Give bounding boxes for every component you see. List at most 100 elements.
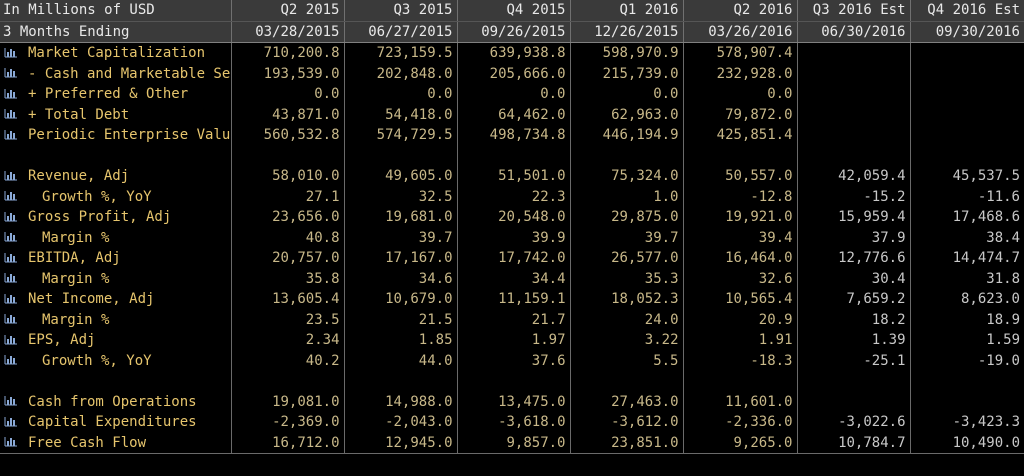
bar-chart-icon[interactable] <box>4 170 18 181</box>
value-cell: 13,475.0 <box>456 391 570 412</box>
value-cell: 17,167.0 <box>343 248 457 269</box>
value-cell: 1.0 <box>569 186 683 207</box>
period-label[interactable]: Q2 2015 <box>230 0 344 22</box>
row-label-cell[interactable]: EPS, Adj <box>0 330 231 351</box>
value-cell: -3,618.0 <box>456 412 570 433</box>
value-cell: 560,532.8 <box>230 125 344 146</box>
row-label-cell[interactable]: + Total Debt <box>0 105 231 126</box>
bar-chart-icon[interactable] <box>4 334 18 345</box>
table-row[interactable]: Margin % 40.8 39.7 39.9 39.7 39.4 37.9 38.4 <box>0 227 1024 249</box>
period-label[interactable]: Q4 2015 <box>456 0 570 22</box>
bar-chart-icon[interactable] <box>4 416 18 427</box>
empty-cell <box>569 371 683 392</box>
value-cell: -3,612.0 <box>569 412 683 433</box>
table-row[interactable]: Growth %, YoY 40.2 44.0 37.6 5.5 -18.3 -25.1 -1… <box>0 350 1024 372</box>
estimate-value-cell: 18.2 <box>796 309 910 330</box>
bar-chart-icon[interactable] <box>4 67 18 78</box>
bar-chart-icon[interactable] <box>4 293 18 304</box>
value-cell: 23,851.0 <box>569 432 683 454</box>
row-label-cell[interactable]: Market Capitalization <box>0 43 231 64</box>
table-row[interactable]: Gross Profit, Adj 23,656.0 19,681.0 20,548.… <box>0 207 1024 228</box>
row-label: Gross Profit, Adj <box>28 209 172 226</box>
period-label[interactable]: Q2 2016 <box>682 0 797 22</box>
value-cell: 75,324.0 <box>569 166 683 187</box>
value-cell: 50,557.0 <box>682 166 797 187</box>
period-date: 12/26/2015 <box>569 21 683 43</box>
value-cell: 51,501.0 <box>456 166 570 187</box>
row-label-cell[interactable]: - Cash and Marketable Sec <box>0 64 231 85</box>
table-row[interactable]: Free Cash Flow 16,712.0 12,945.0 9,857.0 23,… <box>0 432 1024 454</box>
table-row[interactable]: Margin % 35.8 34.6 34.4 35.3 32.6 30.4 31.8 <box>0 268 1024 290</box>
period-label[interactable]: Q1 2016 <box>569 0 683 22</box>
estimate-value-cell: 14,474.7 <box>909 248 1024 269</box>
row-label-cell[interactable]: Revenue, Adj <box>0 166 231 187</box>
bar-chart-icon[interactable] <box>4 129 18 140</box>
value-cell: 215,739.0 <box>569 63 683 84</box>
row-label: + Preferred & Other <box>28 86 189 103</box>
row-label: Market Capitalization <box>28 45 206 62</box>
row-label-cell[interactable]: Gross Profit, Adj <box>0 207 231 228</box>
period-label[interactable]: Q3 2015 <box>343 0 457 22</box>
row-label-cell[interactable]: EBITDA, Adj <box>0 248 231 269</box>
row-label-cell[interactable]: Growth %, YoY <box>0 351 231 372</box>
row-label-cell[interactable]: + Preferred & Other <box>0 84 231 105</box>
bar-chart-icon[interactable] <box>4 252 18 263</box>
row-label: + Total Debt <box>28 106 130 123</box>
table-row[interactable]: + Preferred & Other 0.0 0.0 0.0 0.0 0.0 <box>0 84 1024 105</box>
value-cell: 21.5 <box>343 309 457 330</box>
bar-chart-icon[interactable] <box>4 395 18 406</box>
bar-chart-icon[interactable] <box>4 272 18 283</box>
value-cell: 39.7 <box>343 227 457 248</box>
row-label-cell[interactable]: Margin % <box>0 269 231 290</box>
row-label-cell[interactable]: Margin % <box>0 228 231 249</box>
value-cell: 37.6 <box>456 350 570 371</box>
row-label-cell[interactable]: Capital Expenditures <box>0 412 231 433</box>
bar-chart-icon[interactable] <box>4 313 18 324</box>
table-row[interactable]: Net Income, Adj 13,605.4 10,679.0 11,159.1 1… <box>0 289 1024 310</box>
row-label-cell[interactable]: Net Income, Adj <box>0 289 231 310</box>
period-label[interactable]: Q4 2016 Est <box>909 0 1024 22</box>
bar-chart-icon[interactable] <box>4 354 18 365</box>
bar-chart-icon[interactable] <box>4 47 18 58</box>
bar-chart-icon[interactable] <box>4 108 18 119</box>
row-label: Capital Expenditures <box>28 414 197 431</box>
row-label-cell[interactable]: Cash from Operations <box>0 392 231 413</box>
table-row[interactable]: Growth %, YoY 27.1 32.5 22.3 1.0 -12.8 -15.2 -1… <box>0 186 1024 208</box>
period-date: 03/28/2015 <box>230 21 344 43</box>
table-row[interactable]: Cash from Operations 19,081.0 14,988.0 13,4… <box>0 391 1024 413</box>
table-row[interactable]: Revenue, Adj 58,010.0 49,605.0 51,501.0 75,3… <box>0 166 1024 187</box>
table-row[interactable]: EPS, Adj 2.34 1.85 1.97 3.22 1.91 1.39 1.59 <box>0 330 1024 351</box>
estimate-value-cell: 18.9 <box>909 309 1024 330</box>
table-row[interactable]: EBITDA, Adj 20,757.0 17,167.0 17,742.0 26,57… <box>0 248 1024 269</box>
row-label-cell[interactable]: Free Cash Flow <box>0 432 231 454</box>
row-label-cell[interactable]: Periodic Enterprise Value <box>0 125 231 146</box>
empty-cell <box>230 371 344 392</box>
bar-chart-icon[interactable] <box>4 436 18 447</box>
estimate-value-cell: -3,022.6 <box>796 412 910 433</box>
estimate-value-cell: 12,776.6 <box>796 248 910 269</box>
value-cell: 29,875.0 <box>569 207 683 228</box>
estimate-value-cell <box>796 391 910 412</box>
table-row[interactable]: + Total Debt 43,871.0 54,418.0 64,462.0 62,9… <box>0 104 1024 126</box>
table-row[interactable]: Periodic Enterprise Value 560,532.8 574,72… <box>0 125 1024 146</box>
bar-chart-icon[interactable] <box>4 88 18 99</box>
table-row[interactable]: Margin % 23.5 21.5 21.7 24.0 20.9 18.2 18.9 <box>0 309 1024 331</box>
row-label-cell[interactable]: Growth %, YoY <box>0 187 231 208</box>
table-row[interactable]: - Cash and Marketable Sec 193,539.0 202,84… <box>0 63 1024 85</box>
estimate-value-cell <box>909 42 1024 64</box>
estimate-value-cell <box>796 84 910 105</box>
empty-cell <box>909 145 1024 166</box>
value-cell: 27,463.0 <box>569 391 683 412</box>
bar-chart-icon[interactable] <box>4 190 18 201</box>
value-cell: -12.8 <box>682 186 797 207</box>
estimate-value-cell: 30.4 <box>796 268 910 289</box>
period-label[interactable]: Q3 2016 Est <box>796 0 910 22</box>
estimate-value-cell: 10,784.7 <box>796 432 910 454</box>
bar-chart-icon[interactable] <box>4 231 18 242</box>
bar-chart-icon[interactable] <box>4 211 18 222</box>
table-row[interactable]: Capital Expenditures -2,369.0 -2,043.0 -3,6… <box>0 412 1024 433</box>
header-row-periods: In Millions of USD Q2 2015 Q3 2015 Q4 20… <box>0 0 1024 22</box>
value-cell: 19,081.0 <box>230 391 344 412</box>
row-label-cell[interactable]: Margin % <box>0 310 231 331</box>
table-row[interactable]: Market Capitalization 710,200.8 723,159.5 6… <box>0 42 1024 64</box>
